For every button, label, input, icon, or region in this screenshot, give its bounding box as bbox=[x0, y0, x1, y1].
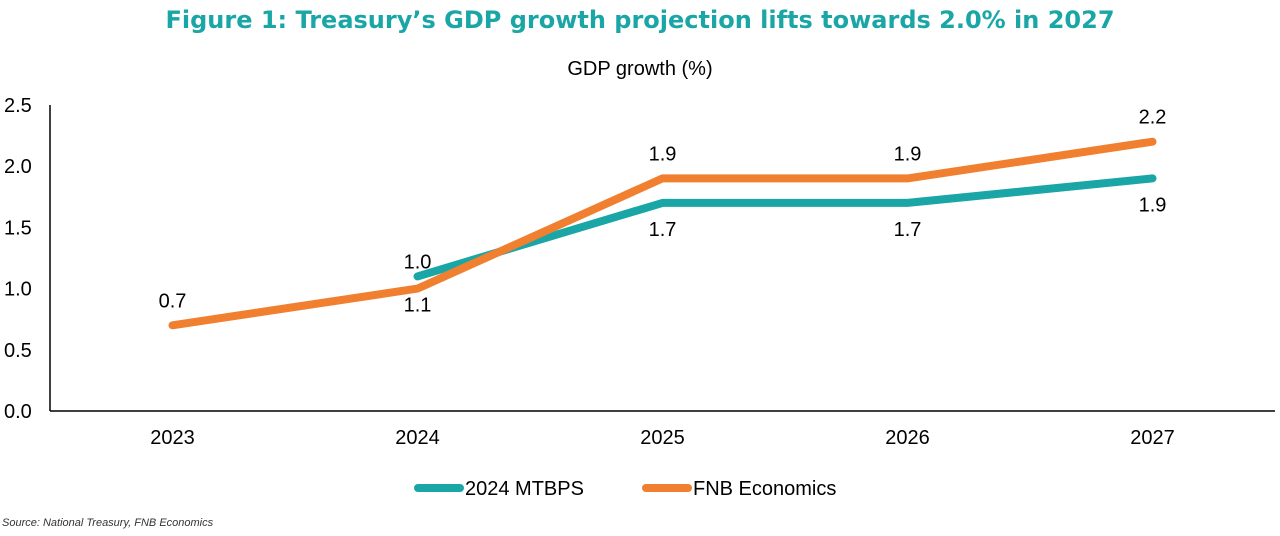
y-tick-label: 1.0 bbox=[4, 279, 32, 301]
y-tick-label: 0.0 bbox=[4, 401, 32, 423]
x-tick-label: 2027 bbox=[1130, 427, 1175, 449]
series-line bbox=[413, 174, 1157, 281]
y-tick-label: 0.5 bbox=[4, 340, 32, 362]
series-line bbox=[168, 137, 1157, 330]
legend-label: FNB Economics bbox=[693, 478, 836, 500]
legend: 2024 MTBPS FNB Economics bbox=[414, 478, 836, 500]
data-label: 1.9 bbox=[649, 143, 677, 165]
axes: 0.0 0.5 1.0 1.5 2.0 2.5 2023 2024 2025 2026 2027 bbox=[4, 95, 1275, 449]
data-label: 1.0 bbox=[404, 251, 432, 273]
data-label: 2.2 bbox=[1139, 107, 1167, 129]
chart-title: GDP growth (%) bbox=[567, 58, 712, 80]
data-label: 1.1 bbox=[404, 295, 432, 317]
data-label: 1.7 bbox=[649, 219, 677, 241]
series-lines bbox=[168, 137, 1157, 330]
figure-title: Figure 1: Treasury’s GDP growth projecti… bbox=[165, 6, 1115, 34]
data-labels: 0.7 1.1 1.9 1.9 2.2 1.0 1.7 1.7 1.9 bbox=[159, 107, 1167, 317]
x-tick-label: 2025 bbox=[640, 427, 685, 449]
x-tick-label: 2024 bbox=[395, 427, 440, 449]
data-label: 1.9 bbox=[894, 143, 922, 165]
data-label: 0.7 bbox=[159, 290, 187, 312]
y-tick-label: 2.5 bbox=[4, 95, 32, 117]
y-tick-label: 2.0 bbox=[4, 156, 32, 178]
x-tick-label: 2026 bbox=[885, 427, 930, 449]
legend-label: 2024 MTBPS bbox=[465, 478, 584, 500]
y-tick-label: 1.5 bbox=[4, 217, 32, 239]
x-tick-label: 2023 bbox=[150, 427, 195, 449]
data-label: 1.7 bbox=[894, 219, 922, 241]
data-label: 1.9 bbox=[1139, 194, 1167, 216]
source-note: Source: National Treasury, FNB Economics bbox=[2, 517, 214, 529]
